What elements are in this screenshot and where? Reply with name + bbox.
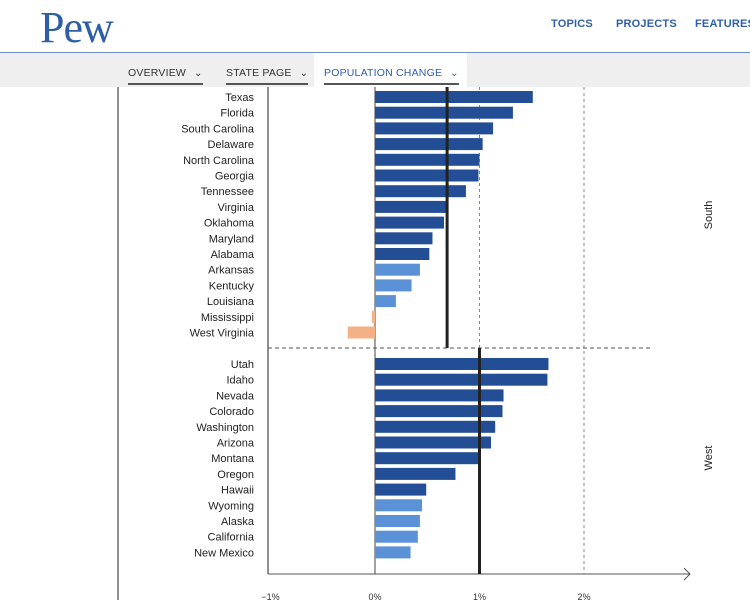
state-label: Utah: [231, 359, 254, 371]
bar: [375, 91, 533, 103]
bar: [371, 310, 375, 323]
bar: [375, 185, 466, 198]
x-tick-label: 1%: [473, 592, 486, 600]
state-label: Virginia: [218, 202, 255, 214]
state-label: South Carolina: [181, 123, 255, 135]
state-label: Wyoming: [208, 500, 254, 512]
x-tick-label: −1%: [261, 592, 279, 600]
region-label: South: [703, 201, 715, 230]
tab-overview-label: OVERVIEW: [128, 67, 187, 79]
x-axis-arrow-icon: [683, 567, 691, 581]
x-tick-label: 0%: [368, 592, 381, 600]
nav-topics[interactable]: TOPICS: [551, 18, 593, 30]
state-label: Florida: [220, 108, 255, 120]
bar: [375, 420, 496, 433]
state-label: Maryland: [209, 233, 254, 245]
bar: [375, 295, 396, 308]
state-label: California: [208, 532, 255, 544]
state-label: Alaska: [221, 516, 255, 528]
chevron-down-icon: ⌄: [194, 68, 203, 79]
tab-state-page-label: STATE PAGE: [226, 67, 292, 79]
state-label: North Carolina: [183, 155, 255, 167]
tab-overview[interactable]: OVERVIEW ⌄: [128, 67, 203, 85]
bar: [375, 373, 548, 386]
state-label: West Virginia: [190, 328, 255, 340]
sub-navigation: OVERVIEW ⌄ STATE PAGE ⌄ POPULATION CHANGE ⌄: [0, 53, 750, 87]
x-tick-label: 2%: [577, 592, 590, 600]
bar: [375, 546, 411, 559]
site-header: Pew TOPICS PROJECTS FEATURES: [0, 0, 750, 53]
bar: [375, 483, 427, 496]
state-label: Tennessee: [201, 186, 254, 198]
bar: [375, 169, 479, 182]
bar: [375, 216, 444, 229]
pew-logo[interactable]: Pew: [40, 3, 114, 52]
nav-features[interactable]: FEATURES: [695, 18, 750, 30]
state-label: Texas: [225, 92, 254, 104]
state-label: Idaho: [226, 375, 254, 387]
state-label: Washington: [196, 422, 254, 434]
bar: [375, 279, 412, 292]
state-label: Montana: [211, 453, 255, 465]
bar: [375, 106, 513, 119]
tab-state-page[interactable]: STATE PAGE ⌄: [226, 67, 309, 85]
state-label: Mississippi: [201, 312, 254, 324]
region-label: West: [703, 446, 715, 471]
bar: [375, 405, 503, 418]
tab-population-change[interactable]: POPULATION CHANGE ⌄: [324, 67, 459, 85]
state-label: Hawaii: [221, 485, 254, 497]
bar: [347, 326, 375, 339]
bar: [375, 153, 480, 166]
state-label: Colorado: [209, 406, 254, 418]
bar: [375, 122, 494, 135]
state-label: Alabama: [211, 249, 255, 261]
bar: [375, 530, 418, 543]
bar: [375, 515, 420, 527]
state-label: Delaware: [208, 139, 254, 151]
state-label: Georgia: [215, 171, 255, 183]
state-label: New Mexico: [194, 547, 254, 559]
chevron-down-icon: ⌄: [299, 68, 309, 79]
chevron-down-icon: ⌄: [450, 68, 459, 79]
tab-population-change-label: POPULATION CHANGE: [324, 67, 443, 79]
state-label: Nevada: [216, 390, 255, 402]
bar: [375, 436, 491, 449]
state-label: Arizona: [217, 438, 255, 450]
active-tab-background: [314, 53, 467, 87]
bar: [375, 389, 504, 402]
state-label: Oregon: [217, 469, 254, 481]
nav-projects[interactable]: PROJECTS: [616, 18, 677, 30]
bar: [375, 358, 549, 370]
state-label: Louisiana: [207, 296, 255, 308]
bar: [375, 263, 420, 276]
state-label: Kentucky: [209, 280, 255, 292]
bar: [375, 467, 456, 480]
bar: [375, 232, 433, 245]
bar: [375, 499, 423, 512]
state-label: Arkansas: [208, 265, 254, 277]
state-label: Oklahoma: [204, 218, 255, 230]
bar: [375, 248, 430, 260]
bar: [375, 200, 448, 213]
bar: [375, 452, 480, 465]
bar: [375, 138, 483, 151]
